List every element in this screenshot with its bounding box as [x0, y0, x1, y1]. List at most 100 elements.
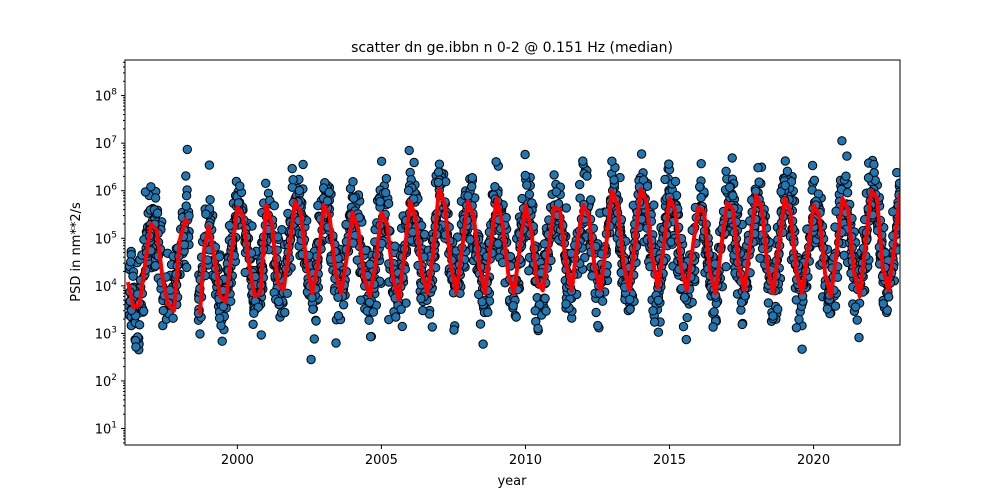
scatter-point: [396, 304, 406, 314]
scatter-point: [235, 181, 245, 191]
scatter-point: [649, 200, 659, 210]
scatter-point: [134, 320, 145, 330]
scatter-point: [324, 187, 334, 197]
scatter-point: [721, 166, 731, 177]
scatter-point: [728, 191, 738, 201]
scatter-point: [561, 299, 571, 309]
scatter-point: [280, 307, 290, 318]
scatter-point: [653, 295, 664, 305]
scatter-point: [463, 191, 473, 201]
scatter-point: [780, 156, 790, 166]
scatter-point: [580, 252, 590, 263]
scatter-point: [409, 157, 419, 168]
scatter-point: [416, 293, 426, 304]
scatter-point: [642, 181, 653, 191]
scatter-point: [182, 262, 192, 273]
scatter-point: [791, 323, 802, 333]
scatter-point: [150, 193, 161, 203]
scatter-point: [794, 314, 804, 325]
scatter-point: [664, 159, 674, 169]
y-tick-label: 105: [95, 230, 117, 247]
scatter-point: [842, 188, 853, 198]
scatter-point: [465, 234, 475, 245]
y-tick-label: 108: [95, 88, 118, 105]
scatter-point: [533, 323, 543, 334]
scatter-point: [403, 185, 414, 196]
scatter-point: [152, 208, 163, 218]
x-axis-label: year: [497, 474, 527, 489]
scatter-point: [483, 307, 493, 317]
scatter-point: [561, 203, 571, 213]
y-tick-label: 107: [95, 135, 117, 152]
scatter-point: [809, 175, 820, 186]
scatter-point: [837, 136, 847, 146]
scatter-point: [309, 334, 319, 344]
scatter-point: [338, 300, 349, 310]
scatter-point: [474, 289, 484, 300]
scatter-point: [126, 257, 136, 267]
x-tick-label: 2015: [653, 453, 686, 468]
scatter-point: [433, 167, 444, 177]
scatter-point: [375, 196, 385, 207]
scatter-point: [348, 193, 359, 203]
scatter-point: [181, 171, 191, 181]
scatter-point: [681, 334, 691, 345]
x-tick-label: 2020: [797, 453, 830, 468]
scatter-point: [636, 149, 647, 159]
scatter-point: [551, 187, 561, 197]
scatter-point: [678, 321, 689, 332]
scatter-point: [709, 307, 719, 317]
scatter-point: [696, 159, 706, 169]
x-tick-label: 2010: [509, 453, 542, 468]
scatter-point: [695, 182, 705, 192]
scatter-point: [725, 182, 735, 193]
scatter-point: [753, 163, 763, 173]
scatter-point: [493, 239, 503, 249]
scatter-point: [666, 237, 676, 247]
scatter-point: [527, 198, 537, 208]
scatter-point: [256, 330, 266, 340]
scatter-point: [839, 250, 849, 261]
scatter-point: [181, 201, 191, 211]
scatter-point: [181, 191, 192, 201]
scatter-point: [364, 315, 374, 325]
scatter-point: [224, 220, 235, 231]
scatter-point: [763, 298, 774, 308]
scatter-point: [333, 292, 343, 302]
scatter-point: [214, 313, 225, 323]
scatter-point: [313, 200, 323, 211]
scatter-point: [322, 196, 333, 206]
scatter-point: [754, 177, 764, 187]
y-tick-label: 101: [95, 421, 117, 438]
scatter-point: [348, 177, 358, 187]
scatter-point: [381, 173, 392, 184]
scatter-point: [201, 209, 211, 219]
scatter-point: [869, 159, 879, 170]
scatter-point: [653, 327, 664, 337]
scatter-point: [139, 306, 149, 316]
scatter-point: [625, 294, 635, 305]
scatter-point: [609, 175, 619, 185]
scatter-point: [381, 188, 391, 198]
scatter-point: [511, 312, 521, 322]
scatter-point: [467, 181, 477, 192]
scatter-point: [807, 160, 818, 171]
scatter-point: [530, 306, 540, 316]
scatter-point: [491, 157, 501, 167]
scatter-point: [591, 307, 601, 318]
median-line-group: [125, 186, 900, 315]
scatter-point: [520, 149, 530, 160]
scatter-point: [418, 305, 428, 316]
scatter-point: [168, 313, 178, 323]
scatter-point: [854, 332, 864, 343]
scatter-point: [390, 241, 400, 251]
median-line-segment: [197, 186, 900, 315]
scatter-point: [586, 195, 596, 205]
scatter-point: [679, 292, 690, 303]
scatter-point: [780, 180, 790, 191]
scatter-point: [524, 266, 534, 276]
scatter-point: [797, 344, 807, 354]
scatter-point: [294, 185, 305, 196]
